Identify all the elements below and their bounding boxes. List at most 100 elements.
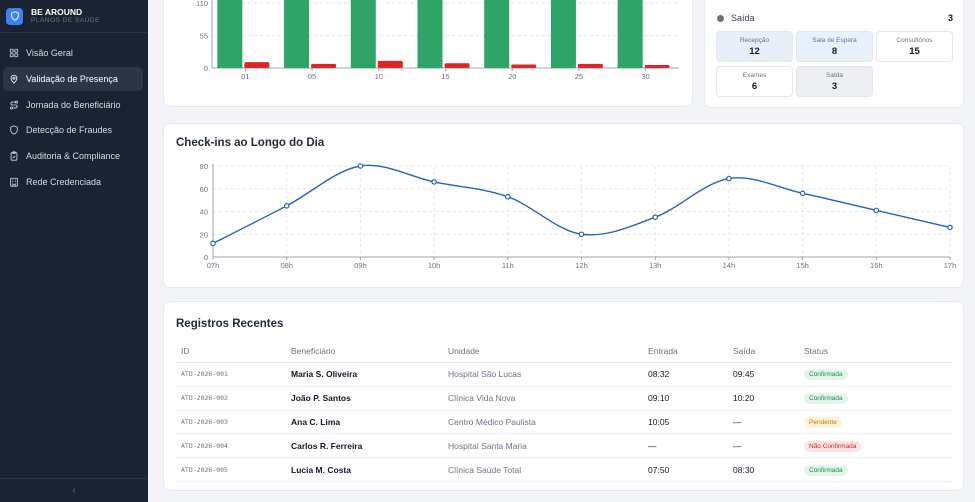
cell-id: ATD-2026-002 (181, 394, 228, 403)
x-tick-label: 15 (441, 72, 449, 81)
bar-red (511, 64, 537, 68)
table-body: ATD-2026-001 Maria S. Oliveira Hospital Sã… (175, 363, 953, 482)
table-row[interactable]: ATD-2026-001 Maria S. Oliveira Hospital Sã… (175, 363, 953, 387)
data-point[interactable] (210, 240, 216, 247)
sidebar-item-label: Rede Credenciada (26, 176, 102, 187)
sidebar-item-label: Auditoria & Compliance (26, 151, 121, 162)
table-row[interactable]: ATD-2026-004 Carlos R. Ferreira Hospital S… (175, 434, 953, 459)
legend-row-saida: Saída 3 (717, 13, 953, 23)
x-tick-label: 07h (207, 261, 220, 270)
bar-red (244, 62, 270, 68)
table-row[interactable]: ATD-2026-005 Lucia M. Costa Clínica Saúde … (175, 458, 953, 482)
y-tick-label: 0 (204, 253, 208, 262)
legend-count: 3 (947, 13, 953, 23)
brand[interactable]: BE AROUND PLANOS DE SAÚDE (6, 4, 100, 28)
y-tick-label: 80 (200, 162, 208, 171)
data-point[interactable] (283, 203, 290, 209)
cell-exit: 08:30 (733, 464, 755, 475)
cell-exit: 09:45 (733, 369, 755, 380)
data-point[interactable] (799, 190, 806, 197)
y-tick-label: 60 (200, 185, 208, 194)
x-tick-label: 12h (575, 261, 588, 270)
data-point[interactable] (431, 179, 437, 185)
monthly-bar-chart: 110 55 0 01 05 10 15 20 25 30 (196, 0, 679, 81)
grid-icon (9, 48, 19, 58)
cell-status: Confirmada (804, 392, 953, 405)
status-tile[interactable]: Recepção 12 (716, 31, 793, 62)
status-tile[interactable]: Exames 6 (716, 66, 793, 97)
x-tick-label: 09h (354, 261, 367, 270)
status-tile-label: Saída (826, 71, 843, 79)
cell-entry: 07:50 (648, 464, 670, 475)
bar-green (484, 0, 510, 68)
x-tick-label: 16h (870, 261, 883, 270)
sidebar-collapse-button[interactable]: ‹ (0, 478, 148, 502)
bar-red (444, 63, 470, 68)
status-tile[interactable]: Sala de Espera 8 (796, 31, 873, 62)
sidebar-divider (0, 32, 148, 33)
status-tile[interactable]: Saída 3 (796, 66, 873, 97)
data-point[interactable] (726, 175, 732, 182)
bar-red (577, 63, 603, 68)
cell-exit: — (733, 440, 742, 451)
cell-entry: 08:32 (648, 369, 670, 380)
shield-logo-icon (6, 7, 23, 25)
cell-unit: Hospital São Lucas (448, 369, 522, 380)
cell-id: ATD-2026-003 (181, 417, 228, 426)
cell-unit: Hospital Santa Maria (448, 440, 527, 451)
status-badge: Não Confirmada (804, 440, 862, 452)
cell-beneficiary: Lucia M. Costa (291, 464, 351, 475)
status-tile-label: Consultórios (896, 36, 933, 44)
x-tick-label: 20 (508, 72, 516, 81)
y-tick-label: 20 (200, 230, 208, 239)
brand-subtitle: PLANOS DE SAÚDE (31, 17, 100, 24)
cell-beneficiary: Ana C. Lima (291, 416, 341, 427)
data-point[interactable] (652, 214, 659, 220)
sidebar-item-fraudes[interactable]: Detecção de Fraudes (3, 118, 143, 142)
cell-unit: Clínica Vida Nova (448, 393, 516, 404)
status-badge: Pendente (804, 416, 842, 428)
table-row[interactable]: ATD-2026-003 Ana C. Lima Centro Médico Pau… (175, 411, 953, 435)
x-tick-label: 08h (280, 261, 293, 270)
x-tick-label: 01 (241, 72, 249, 81)
sidebar-item-rede[interactable]: Rede Credenciada (3, 170, 143, 194)
x-tick-label: 10 (375, 72, 383, 81)
y-tick-label: 0 (204, 64, 208, 73)
sidebar-item-auditoria[interactable]: Auditoria & Compliance (3, 144, 143, 168)
y-tick-label: 40 (200, 208, 208, 217)
data-point[interactable] (578, 231, 585, 238)
cell-exit: 10:20 (733, 393, 755, 404)
table-header: ID Beneficiário Unidade Entrada Saída St… (175, 339, 953, 363)
x-tick-label: 25 (575, 72, 583, 81)
shield-icon (10, 125, 18, 135)
cell-id: ATD-2026-001 (181, 370, 228, 379)
cell-entry: 09:10 (648, 393, 670, 404)
status-tile[interactable]: Consultórios 15 (876, 31, 953, 62)
data-point[interactable] (947, 224, 953, 231)
data-point[interactable] (357, 163, 364, 169)
data-point[interactable] (873, 207, 880, 214)
header-status: Status (804, 345, 829, 356)
sidebar-item-label: Detecção de Fraudes (26, 125, 113, 136)
sidebar-item-validacao-presenca[interactable]: Validação de Presença (3, 66, 143, 91)
cell-id: ATD-2026-004 (181, 441, 228, 450)
records-card: Registros Recentes ID Beneficiário Unida… (163, 301, 964, 491)
data-point[interactable] (504, 193, 511, 200)
x-tick-label: 13h (649, 261, 662, 270)
sidebar: BE AROUND PLANOS DE SAÚDE Visão Geral Va… (0, 0, 148, 502)
y-tick-label: 55 (200, 32, 208, 41)
status-tile-value: 12 (749, 45, 760, 57)
sidebar-item-jornada[interactable]: Jornada do Beneficiário (3, 93, 143, 117)
status-badge: Confirmada (804, 393, 848, 405)
table-row[interactable]: ATD-2026-002 João P. Santos Clínica Vida N… (175, 387, 953, 411)
records-table: ID Beneficiário Unidade Entrada Saída St… (175, 339, 953, 482)
cell-entry: — (648, 440, 657, 451)
cell-status: Não Confirmada (804, 440, 953, 452)
legend-label: Saída (731, 13, 755, 23)
building-icon (10, 177, 18, 187)
sidebar-item-visao-geral[interactable]: Visão Geral (3, 41, 143, 65)
location-pin-icon (10, 74, 18, 84)
bar-green (550, 0, 576, 68)
status-panel-card: Saída 3 Recepção 12 Sala de Espera 8 Consult… (704, 0, 964, 108)
monthly-chart-card: 110 55 0 01 05 10 15 20 25 30 (163, 0, 693, 107)
